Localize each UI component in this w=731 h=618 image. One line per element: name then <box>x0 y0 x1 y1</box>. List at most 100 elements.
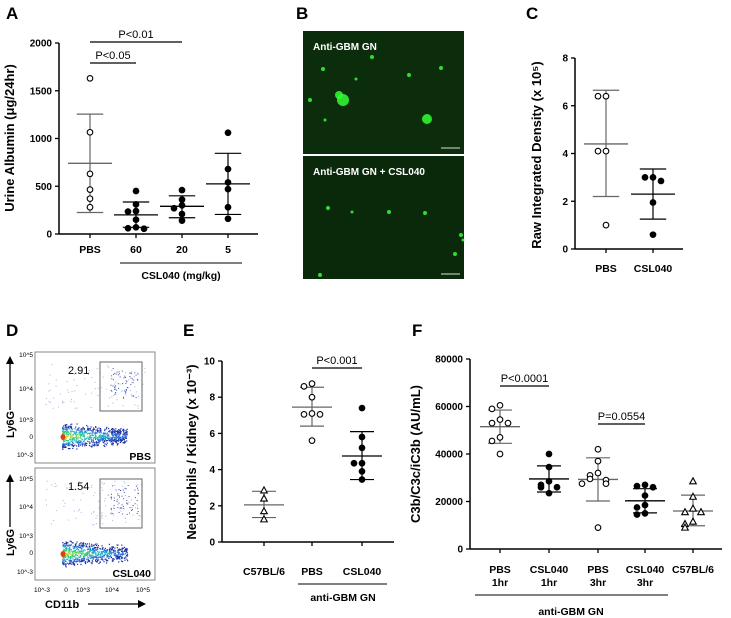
flow-event <box>84 443 86 446</box>
flow-event <box>128 379 130 381</box>
flow-event <box>84 554 86 556</box>
flow-event <box>124 377 126 379</box>
data-point <box>86 74 94 82</box>
flow-event <box>71 554 73 557</box>
flow-event <box>69 546 71 548</box>
flow-y-tick-label: 10^-3 <box>17 569 33 576</box>
flow-event <box>72 430 74 433</box>
flow-event <box>66 436 68 438</box>
flow-event <box>113 438 116 441</box>
flow-event <box>144 372 146 374</box>
flow-event <box>113 395 115 397</box>
flow-event <box>77 428 79 430</box>
data-point <box>308 410 316 417</box>
flow-event <box>97 438 99 440</box>
flow-event <box>95 431 97 433</box>
flow-event <box>79 370 81 372</box>
flow-event <box>74 546 77 548</box>
flow-event <box>91 446 93 448</box>
flow-event <box>103 556 105 558</box>
flow-event <box>125 372 127 374</box>
flow-event <box>131 371 133 373</box>
flow-event <box>137 489 139 491</box>
flow-event <box>62 425 65 427</box>
y-tick-label: 8 <box>562 54 568 65</box>
flow-event <box>96 549 98 551</box>
data-point <box>358 444 366 452</box>
flow-group-csl040: CSL040 <box>112 568 151 580</box>
flow-y-tick-label: 10^-3 <box>17 452 33 459</box>
flow-event <box>126 551 128 553</box>
flow-event <box>93 524 95 526</box>
flow-event <box>62 443 64 445</box>
flow-event <box>64 563 66 565</box>
flow-event <box>62 448 64 450</box>
flow-event <box>95 440 98 443</box>
flow-event <box>126 432 128 434</box>
flow-event <box>76 437 78 439</box>
series-csl040-3hr <box>625 481 665 518</box>
flow-event <box>95 429 97 431</box>
flow-event <box>137 373 139 375</box>
flow-event <box>94 442 96 444</box>
flow-event <box>79 433 82 435</box>
flow-event <box>78 429 80 431</box>
flow-event <box>101 517 103 519</box>
flow-event <box>74 545 76 548</box>
flow-event <box>125 389 127 391</box>
flow-event <box>112 444 114 446</box>
flow-event <box>111 431 113 433</box>
flow-event <box>94 432 97 434</box>
flow-event <box>75 517 77 519</box>
flow-event <box>110 552 112 554</box>
flow-event <box>65 548 67 550</box>
data-point <box>178 217 186 224</box>
flow-event <box>93 549 95 552</box>
flow-event <box>72 551 74 554</box>
flow-event <box>107 434 110 436</box>
y-tick-label: 6 <box>562 101 568 112</box>
flow-event <box>108 543 111 545</box>
flow-event <box>78 440 80 442</box>
flow-event <box>94 437 97 439</box>
flow-event <box>89 555 91 557</box>
flow-event <box>64 426 66 429</box>
flow-event <box>63 430 65 433</box>
flow-event <box>99 429 101 431</box>
flow-event <box>116 371 118 373</box>
flow-event <box>117 507 119 509</box>
flow-event <box>119 433 122 435</box>
flow-event <box>83 545 85 547</box>
flow-event <box>67 556 69 558</box>
flow-event <box>81 428 83 430</box>
flow-event <box>111 546 113 548</box>
x-tick-label: CSL040 <box>634 263 673 275</box>
flow-event <box>109 431 111 433</box>
flow-event <box>111 396 113 398</box>
flow-event <box>79 434 82 437</box>
flow-event <box>70 401 72 403</box>
flow-event <box>118 371 120 373</box>
flow-event <box>84 553 86 555</box>
flow-event <box>142 383 144 385</box>
flow-event <box>90 549 92 552</box>
flow-event <box>80 563 82 566</box>
flow-event <box>102 437 105 439</box>
fluorescent-spot <box>318 273 322 277</box>
flow-event <box>73 552 75 555</box>
flow-event <box>113 434 115 436</box>
flow-event <box>118 551 120 554</box>
flow-event <box>103 549 106 551</box>
flow-event <box>65 437 67 439</box>
flow-event <box>107 437 109 440</box>
flow-event <box>110 551 112 553</box>
flow-event <box>68 551 70 554</box>
flow-event <box>103 441 105 443</box>
flow-event <box>71 438 74 441</box>
flow-event <box>113 550 116 552</box>
data-point <box>300 411 308 418</box>
y-tick-label: 2 <box>209 501 215 512</box>
flow-event <box>113 383 115 385</box>
flow-event <box>135 397 137 399</box>
flow-event <box>67 435 69 437</box>
